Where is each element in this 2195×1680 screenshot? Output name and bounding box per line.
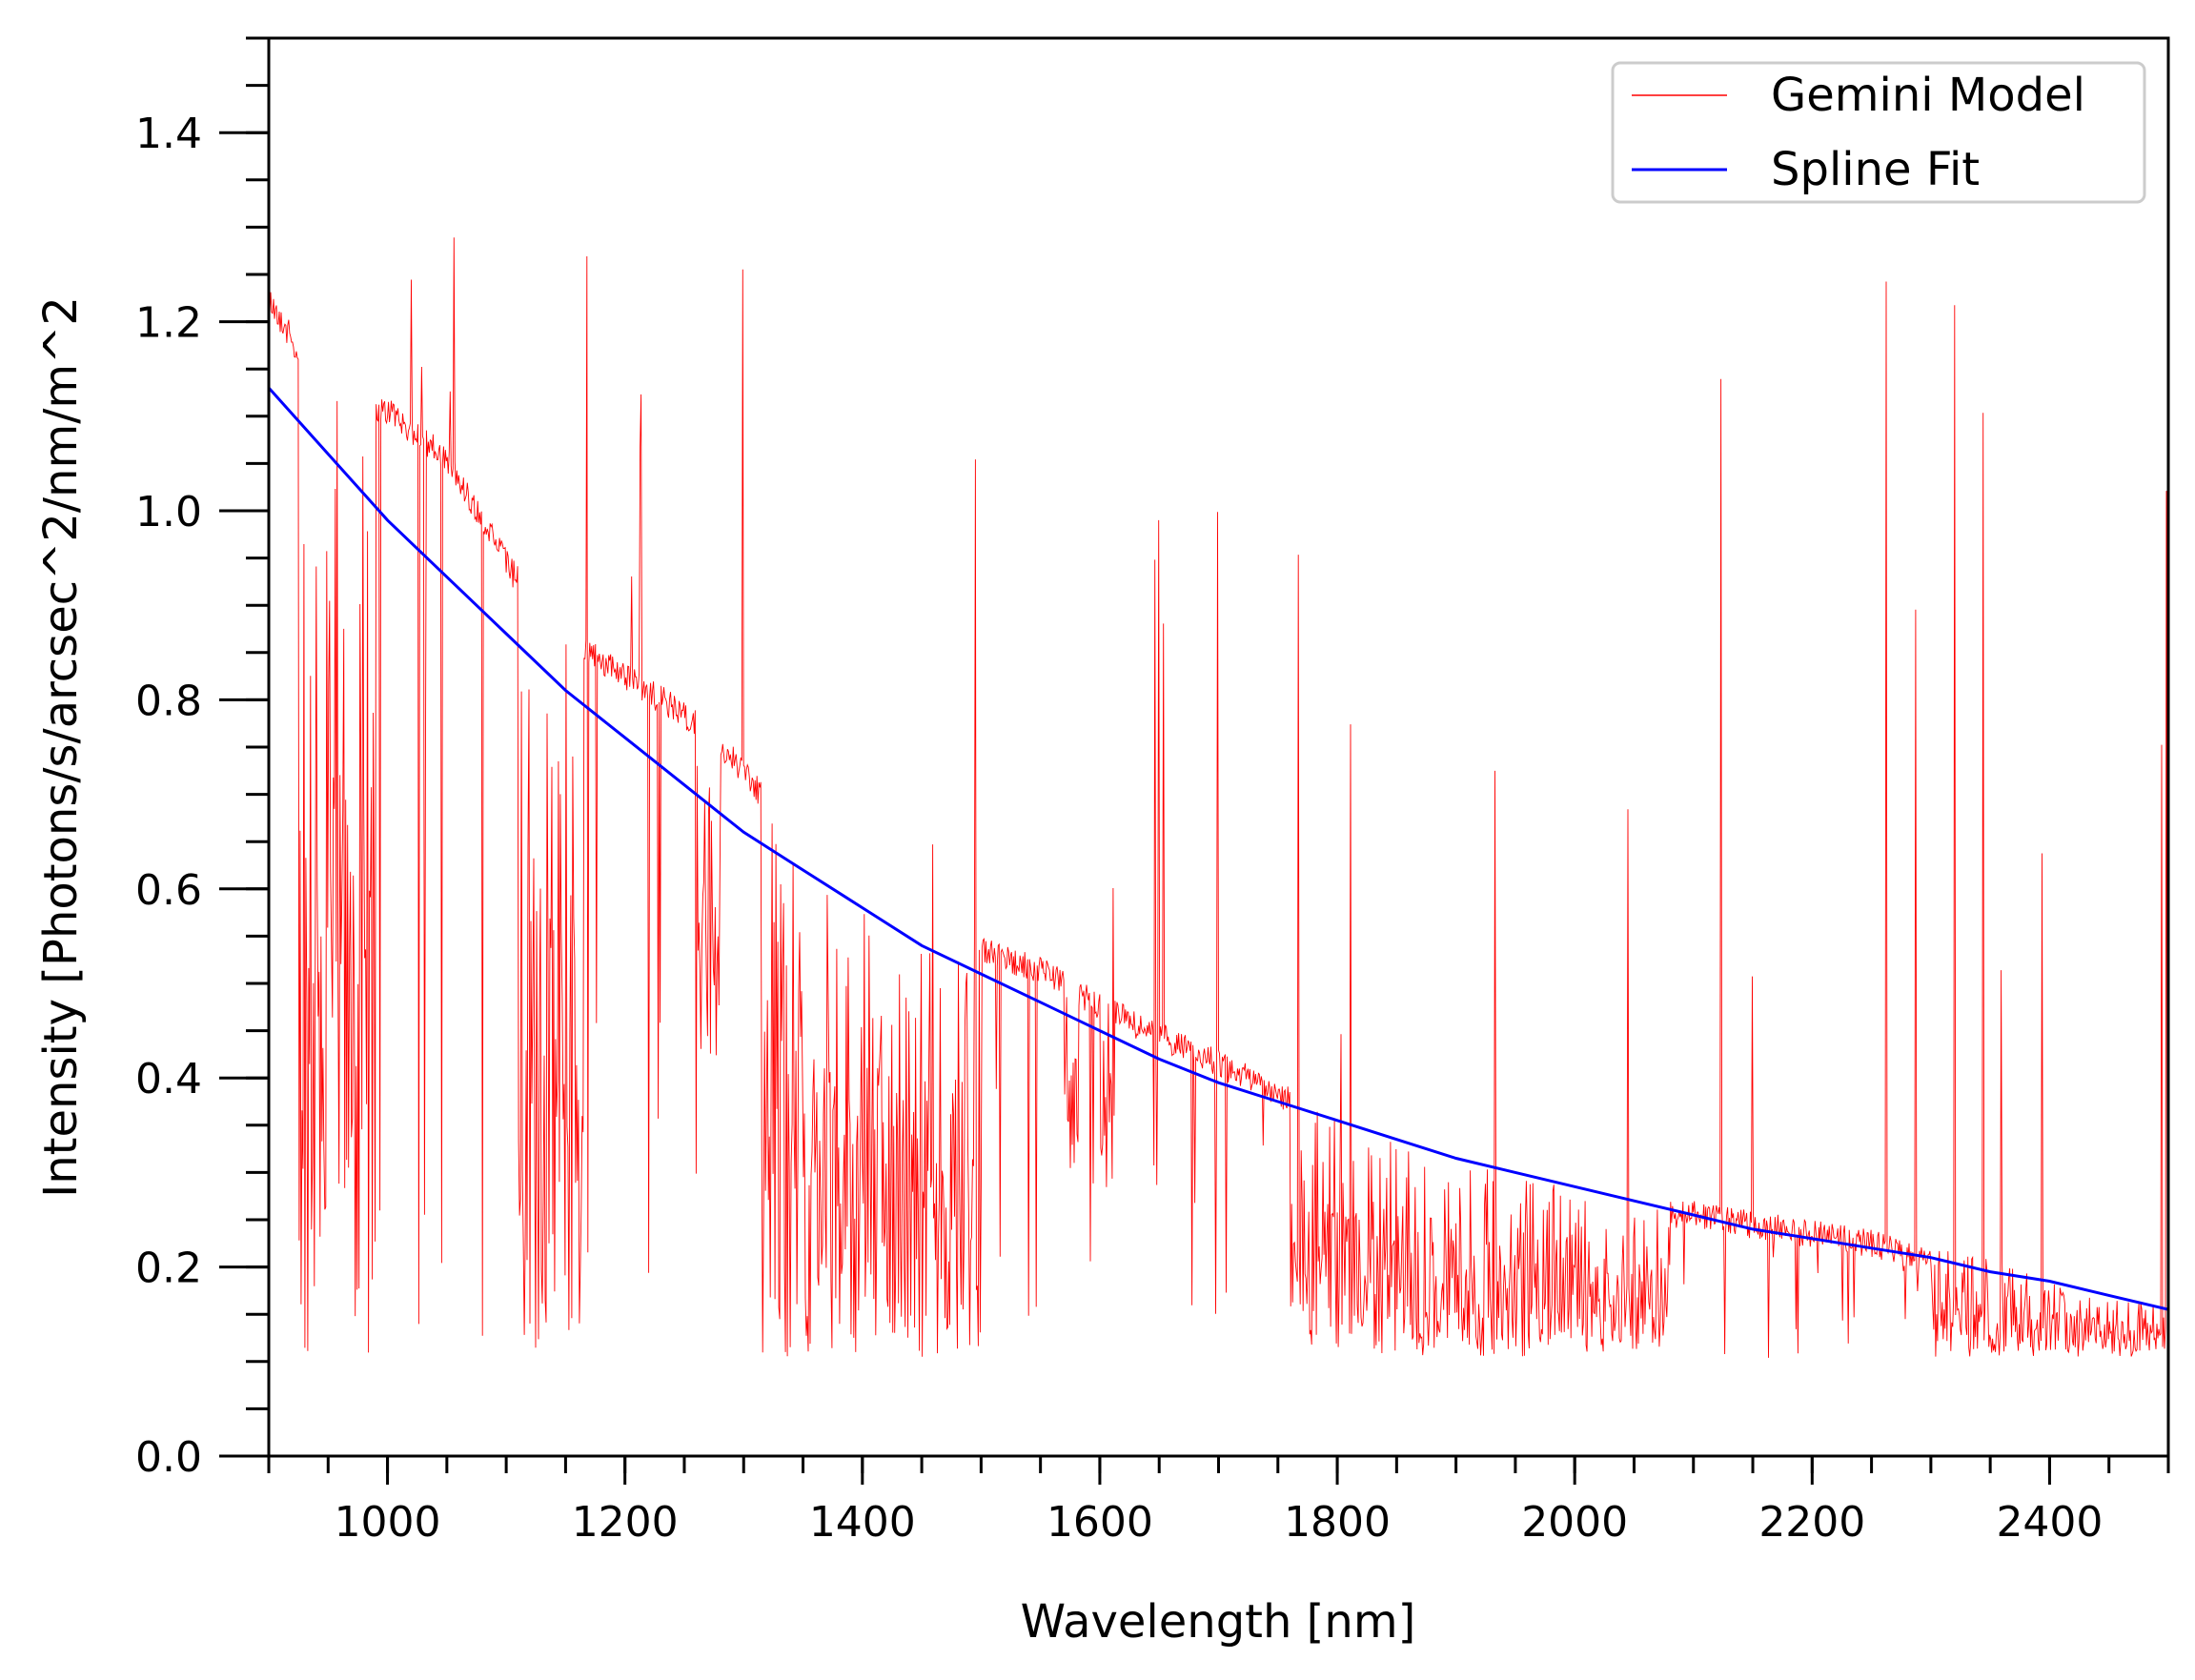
legend-box: [1611, 61, 2146, 204]
x-axis-label: Wavelength [nm]: [1021, 1595, 1416, 1649]
x-tick-label: 1200: [572, 1498, 679, 1547]
y-tick-label: 0.2: [135, 1245, 202, 1293]
x-tick-label: 1400: [809, 1498, 916, 1547]
x-axis: 1000 1200 1400 1600 1800 2000 2200 2400: [267, 1456, 2170, 1547]
y-axis: 0.0 0.2 0.4 0.6 0.8 1.0 1.2 1.4: [135, 36, 269, 1482]
y-tick-label: 0.6: [135, 866, 202, 915]
series-spline-fit: [269, 386, 2168, 1311]
x-tick-label: 2400: [1996, 1498, 2103, 1547]
y-tick-label: 1.0: [135, 488, 202, 536]
x-tick-label: 1000: [335, 1498, 441, 1547]
y-tick-label: 0.8: [135, 677, 202, 725]
x-tick-label: 1600: [1047, 1498, 1153, 1547]
series-gemini-model: [269, 237, 2168, 1358]
y-tick-label: 1.4: [135, 110, 202, 158]
y-tick-label: 1.2: [135, 299, 202, 348]
y-tick-label: 0.4: [135, 1055, 202, 1103]
legend-label-spline-fit: Spline Fit: [1771, 143, 1980, 196]
legend-label-gemini-model: Gemini Model: [1771, 69, 2085, 122]
y-axis-label: Intensity [Photons/s/arcsec^2/nm/m^2: [34, 296, 88, 1198]
x-tick-label: 1800: [1284, 1498, 1391, 1547]
legend: Gemini Model Spline Fit: [1611, 61, 2146, 204]
x-tick-label: 2000: [1521, 1498, 1628, 1547]
y-tick-label: 0.0: [135, 1433, 202, 1482]
plot-area: [269, 237, 2168, 1358]
x-tick-label: 2200: [1758, 1498, 1865, 1547]
gemini-model-line: [269, 237, 2168, 1358]
